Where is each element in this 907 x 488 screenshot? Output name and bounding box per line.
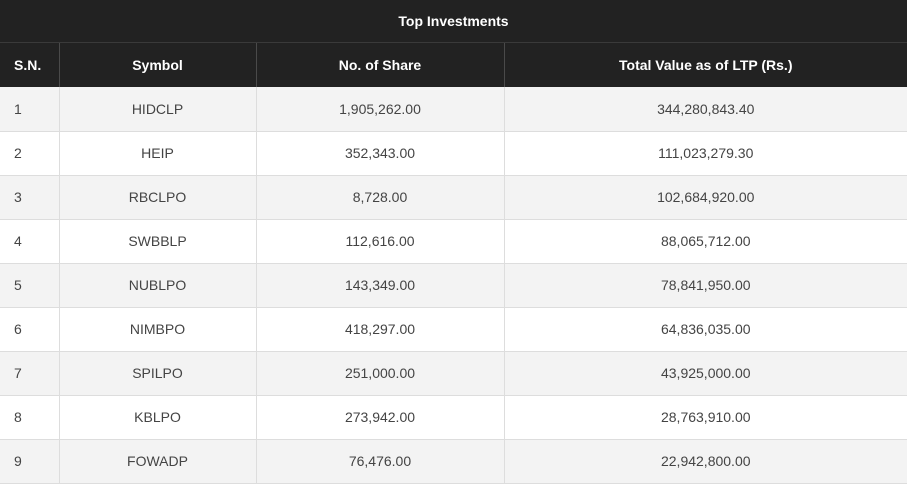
cell-sn: 1: [0, 87, 60, 132]
cell-symbol: SWBBLP: [59, 219, 257, 264]
cell-value: 28,763,910.00: [504, 395, 907, 440]
cell-value: 64,836,035.00: [504, 307, 907, 352]
cell-shares: 273,942.00: [256, 395, 505, 440]
table-row: 4 SWBBLP 112,616.00 88,065,712.00: [0, 219, 907, 264]
header-sn: S.N.: [0, 43, 60, 87]
cell-shares: 112,616.00: [256, 219, 505, 264]
cell-shares: 143,349.00: [256, 263, 505, 308]
table-row: 2 HEIP 352,343.00 111,023,279.30: [0, 131, 907, 176]
cell-shares: 1,905,262.00: [256, 87, 505, 132]
table-row: 5 NUBLPO 143,349.00 78,841,950.00: [0, 263, 907, 308]
cell-value: 88,065,712.00: [504, 219, 907, 264]
cell-sn: 5: [0, 263, 60, 308]
cell-sn: 6: [0, 307, 60, 352]
table-row: 8 KBLPO 273,942.00 28,763,910.00: [0, 395, 907, 440]
table-row: 6 NIMBPO 418,297.00 64,836,035.00: [0, 307, 907, 352]
cell-value: 344,280,843.40: [504, 87, 907, 132]
cell-symbol: NUBLPO: [59, 263, 257, 308]
cell-value: 43,925,000.00: [504, 351, 907, 396]
cell-symbol: HIDCLP: [59, 87, 257, 132]
cell-sn: 9: [0, 439, 60, 484]
header-shares: No. of Share: [256, 43, 505, 87]
table-row: 7 SPILPO 251,000.00 43,925,000.00: [0, 351, 907, 396]
cell-sn: 7: [0, 351, 60, 396]
cell-symbol: KBLPO: [59, 395, 257, 440]
cell-shares: 418,297.00: [256, 307, 505, 352]
cell-shares: 352,343.00: [256, 131, 505, 176]
table-row: 3 RBCLPO 8,728.00 102,684,920.00: [0, 175, 907, 220]
cell-sn: 8: [0, 395, 60, 440]
cell-value: 111,023,279.30: [504, 131, 907, 176]
header-symbol: Symbol: [59, 43, 257, 87]
cell-shares: 76,476.00: [256, 439, 505, 484]
cell-symbol: RBCLPO: [59, 175, 257, 220]
cell-shares: 8,728.00: [256, 175, 505, 220]
header-row: S.N. Symbol No. of Share Total Value as …: [0, 43, 907, 87]
table-row: 9 FOWADP 76,476.00 22,942,800.00: [0, 439, 907, 484]
header-value: Total Value as of LTP (Rs.): [504, 43, 907, 87]
cell-sn: 3: [0, 175, 60, 220]
cell-shares: 251,000.00: [256, 351, 505, 396]
table-body: 1 HIDCLP 1,905,262.00 344,280,843.40 2 HEIP 35…: [0, 87, 907, 484]
cell-value: 102,684,920.00: [504, 175, 907, 220]
table-header: S.N. Symbol No. of Share Total Value as …: [0, 43, 907, 87]
cell-sn: 2: [0, 131, 60, 176]
table-title: Top Investments: [0, 0, 907, 43]
table-row: 1 HIDCLP 1,905,262.00 344,280,843.40: [0, 87, 907, 132]
cell-value: 22,942,800.00: [504, 439, 907, 484]
cell-symbol: HEIP: [59, 131, 257, 176]
cell-sn: 4: [0, 219, 60, 264]
cell-symbol: SPILPO: [59, 351, 257, 396]
cell-symbol: NIMBPO: [59, 307, 257, 352]
investments-table: S.N. Symbol No. of Share Total Value as …: [0, 43, 907, 484]
cell-value: 78,841,950.00: [504, 263, 907, 308]
cell-symbol: FOWADP: [59, 439, 257, 484]
